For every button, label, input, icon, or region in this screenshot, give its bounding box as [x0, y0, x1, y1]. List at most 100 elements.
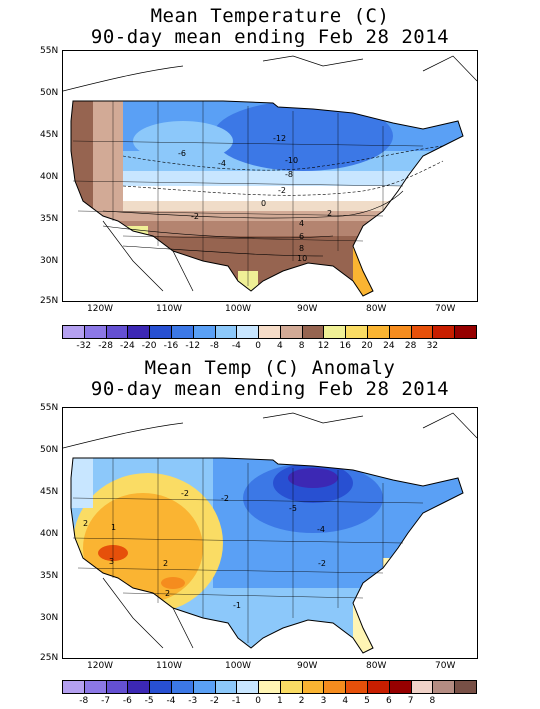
bottom-contour-label: 1: [111, 523, 116, 532]
colorbar-cell: [192, 680, 216, 694]
colorbar-cell: [236, 680, 260, 694]
colorbar-label: -24: [120, 341, 135, 351]
colorbar-cell: [279, 325, 303, 339]
top-lon-label: 120W: [87, 304, 114, 314]
top-contour-label: 0: [261, 199, 266, 208]
colorbar-label: 12: [317, 341, 330, 351]
colorbar-label: 0: [255, 696, 261, 706]
colorbar-label: -2: [210, 696, 220, 706]
colorbar-cell: [279, 680, 303, 694]
colorbar-cell: [62, 325, 85, 339]
bottom-contour-label: -2: [181, 489, 189, 498]
top-contour-label: 6: [299, 232, 304, 241]
bottom-contour-label: 2: [165, 589, 170, 598]
colorbar-label: -4: [231, 341, 241, 351]
bottom-lon-label: 80W: [366, 661, 387, 671]
bottom-contour-label: -1: [233, 601, 241, 610]
colorbar-label: 28: [404, 341, 417, 351]
colorbar-cell: [149, 325, 172, 339]
bottom-lat-label: 45N: [40, 487, 59, 497]
top-lon-label: 70W: [435, 304, 456, 314]
top-lon-label: 100W: [225, 304, 252, 314]
colorbar-label: -5: [144, 696, 154, 706]
top-lat-label: 35N: [40, 214, 59, 224]
colorbar-cell: [105, 680, 129, 694]
top-lat-label: 40N: [40, 172, 59, 182]
top-lon-label: 80W: [366, 304, 387, 314]
top-lat-label: 45N: [40, 130, 59, 140]
colorbar-cell: [432, 680, 456, 694]
top-contour-label: 8: [299, 244, 304, 253]
top-map-graphic: -12 -6 -4 -10 -8 -2 0 -2 2 4 6 8 10: [63, 55, 477, 297]
colorbar-label: -16: [163, 341, 179, 351]
colorbar-cell: [83, 680, 107, 694]
colorbar-label: -8: [210, 341, 220, 351]
bottom-title-line2: 90-day mean ending Feb 28 2014: [90, 378, 450, 400]
top-map: -12 -6 -4 -10 -8 -2 0 -2 2 4 6 8 10: [62, 50, 478, 302]
bottom-contour-label: 2: [83, 519, 88, 528]
colorbar-cell: [83, 325, 107, 339]
bottom-lat-label: 55N: [40, 403, 59, 413]
colorbar-label: -28: [98, 341, 113, 351]
colorbar-cell: [105, 325, 129, 339]
colorbar-cell: [258, 680, 281, 694]
bottom-lat-label: 50N: [40, 445, 59, 455]
colorbar-label: 16: [339, 341, 351, 351]
colorbar-label: 24: [383, 341, 395, 351]
colorbar-cell: [214, 325, 238, 339]
bottom-contour-label: -2: [221, 494, 229, 503]
colorbar-cell: [454, 325, 477, 339]
colorbar-cell: [127, 325, 151, 339]
colorbar-label: 6: [385, 696, 392, 706]
colorbar-cell: [345, 680, 369, 694]
colorbar-label: -7: [101, 696, 111, 706]
colorbar-cell: [388, 680, 412, 694]
colorbar-cell: [301, 680, 325, 694]
colorbar-label: -6: [122, 696, 132, 706]
top-contour-label: -8: [285, 170, 293, 179]
top-contour-label: -2: [191, 212, 199, 221]
colorbar-label: 8: [298, 341, 305, 351]
bottom-map-graphic: -2 -2 -5 -4 -2 1 3 2 2 -1 2: [63, 412, 477, 654]
bottom-title-line1: Mean Temp (C) Anomaly: [144, 357, 396, 379]
colorbar-cell: [301, 325, 325, 339]
bottom-lon-label: 120W: [87, 661, 114, 671]
colorbar-cell: [388, 325, 412, 339]
top-contour-label: -12: [273, 134, 286, 143]
colorbar-label: 5: [364, 696, 370, 706]
colorbar-label: -3: [188, 696, 198, 706]
top-lon-label: 90W: [297, 304, 318, 314]
top-contour-label: -10: [285, 156, 298, 165]
top-contour-label: -2: [278, 186, 286, 195]
bottom-lon-label: 90W: [297, 661, 318, 671]
bottom-lon-label: 70W: [435, 661, 456, 671]
colorbar-cell: [432, 325, 456, 339]
bottom-contour-label: -2: [318, 559, 326, 568]
bottom-contour-label: -4: [317, 525, 325, 534]
colorbar-cell: [410, 680, 434, 694]
top-title-line1: Mean Temperature (C): [150, 5, 390, 27]
colorbar-label: 2: [298, 696, 305, 706]
top-lat-label: 25N: [40, 296, 59, 306]
colorbar-cell: [454, 680, 477, 694]
colorbar-label: 4: [342, 696, 349, 706]
top-lat-label: 30N: [40, 256, 59, 266]
colorbar-label: -8: [79, 696, 89, 706]
colorbar-cell: [149, 680, 172, 694]
colorbar-label: -1: [231, 696, 241, 706]
top-contour-label: -4: [218, 159, 226, 168]
colorbar-label: -32: [76, 341, 92, 351]
colorbar-label: 0: [255, 341, 261, 351]
colorbar-label: 20: [361, 341, 373, 351]
bottom-lat-label: 35N: [40, 571, 59, 581]
colorbar-label: -12: [185, 341, 201, 351]
colorbar-cell: [170, 680, 194, 694]
bottom-lat-label: 40N: [40, 529, 59, 539]
colorbar-label: 32: [426, 341, 439, 351]
top-contour-label: -6: [178, 149, 186, 158]
colorbar-cell: [367, 680, 390, 694]
bottom-contour-label: 2: [163, 559, 168, 568]
colorbar-cell: [323, 680, 347, 694]
bottom-lon-label: 100W: [225, 661, 252, 671]
colorbar-cell: [127, 680, 151, 694]
